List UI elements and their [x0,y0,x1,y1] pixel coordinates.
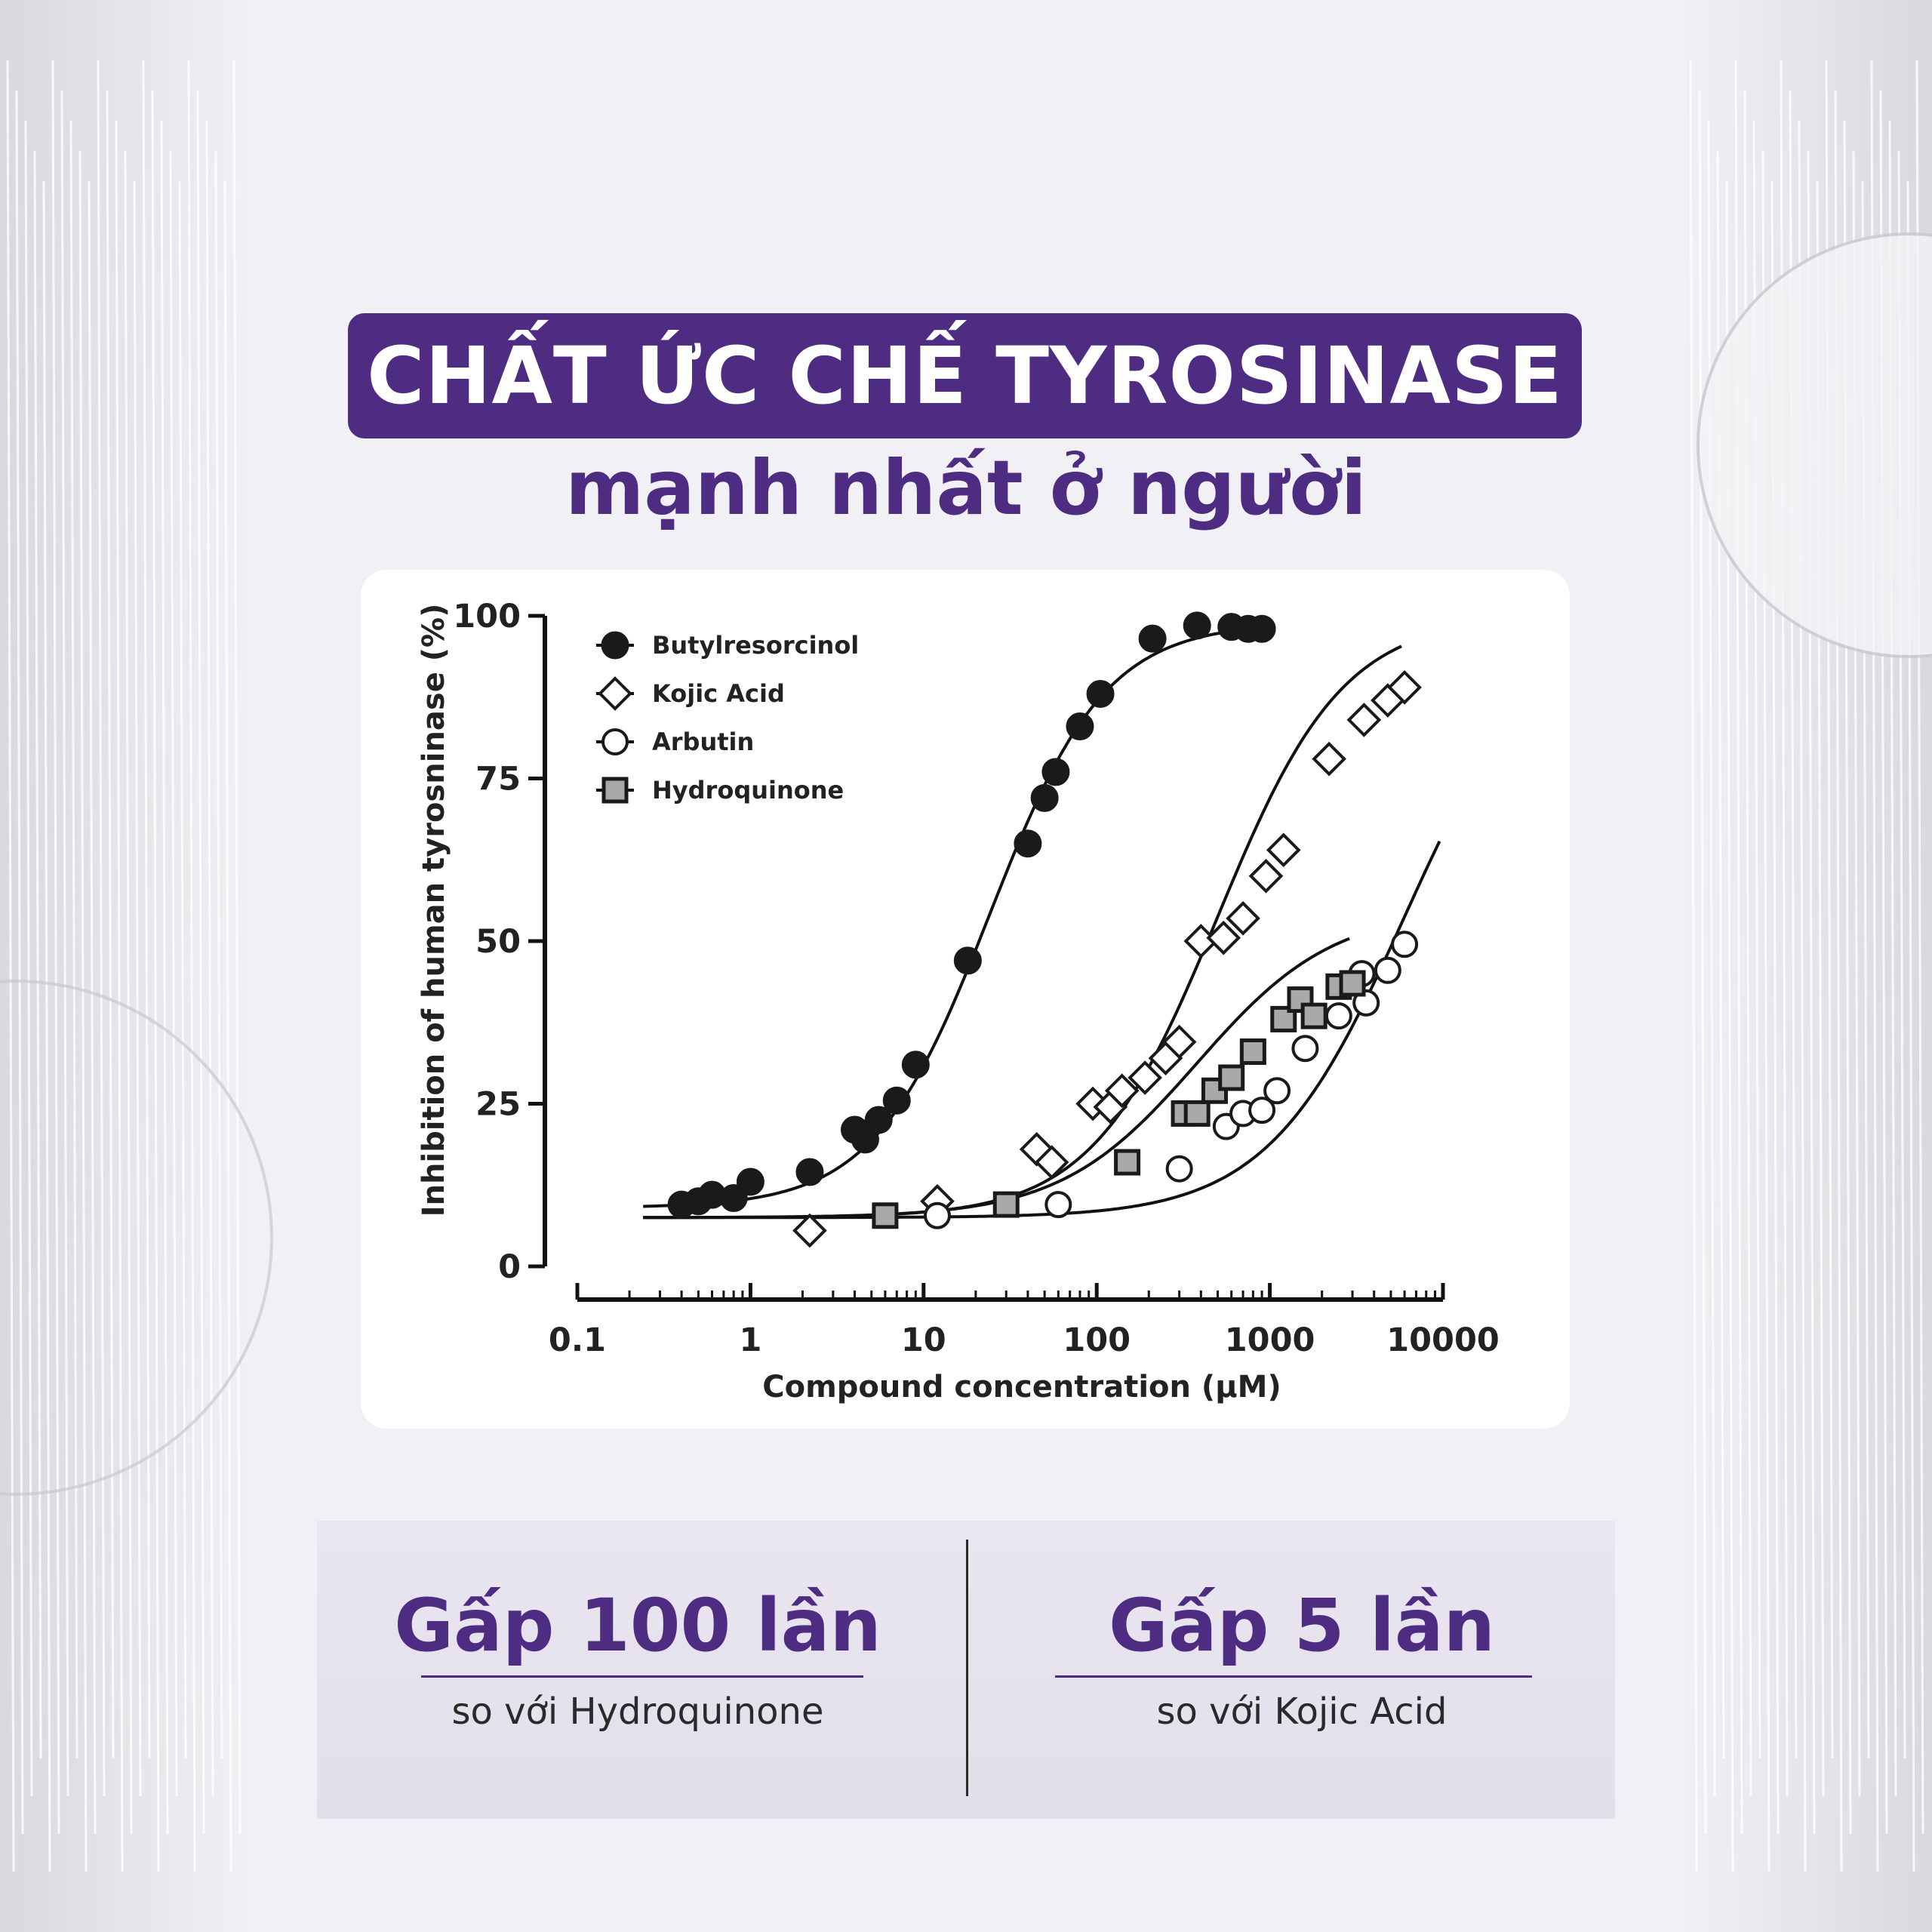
data-point-butylresorcinol [953,946,982,975]
data-point-hydroquinone [1183,1100,1211,1127]
page-title: CHẤT ỨC CHẾ TYROSINASE [367,330,1563,422]
legend-marker-butylresorcinol [601,631,629,660]
data-point-butylresorcinol [882,1086,911,1115]
data-point-kojic-acid [1266,832,1301,868]
data-point-hydroquinone [1300,1002,1327,1029]
data-point-butylresorcinol [1183,611,1211,640]
comparison-divider [966,1540,968,1796]
x-tick-label: 10000 [1386,1321,1500,1359]
data-point-kojic-acid [1128,1060,1162,1095]
data-point-butylresorcinol [1014,829,1042,858]
data-point-butylresorcinol [795,1158,824,1186]
data-point-kojic-acid [792,1213,827,1248]
data-point-kojic-acid [1226,901,1260,936]
x-axis-title: Compound concentration (µM) [762,1370,1281,1404]
legend-label-kojic-acid: Kojic Acid [652,679,785,708]
data-point-hydroquinone [1218,1064,1245,1091]
y-tick-label: 50 [475,923,521,961]
data-point-butylresorcinol [851,1125,879,1154]
data-point-kojic-acid [1104,1073,1140,1109]
data-point-arbutin [923,1201,951,1229]
stat-sub-kojic: so với Kojic Acid [1156,1690,1447,1733]
data-point-hydroquinone [1287,986,1314,1014]
data-point-arbutin [1324,1002,1352,1030]
data-point-arbutin [1044,1191,1072,1219]
data-point-butylresorcinol [901,1051,930,1079]
data-point-hydroquinone [1114,1149,1141,1176]
legend-label-hydroquinone: Hydroquinone [652,776,844,804]
x-tick-label: 10 [901,1321,946,1359]
fit-curve-butylresorcinol [643,626,1260,1208]
fit-curve-kojic-acid [643,645,1402,1220]
y-tick-label: 100 [453,598,521,635]
x-tick-label: 100 [1063,1321,1131,1359]
legend-marker-hydroquinone [601,777,629,804]
data-point-butylresorcinol [1086,679,1115,708]
data-point-arbutin [1391,931,1419,958]
data-point-kojic-acid [1034,1145,1069,1180]
x-tick-label: 1 [739,1321,761,1359]
data-point-butylresorcinol [736,1168,764,1196]
fitted-curves [643,626,1441,1220]
data-point-arbutin [1374,956,1401,984]
data-point-hydroquinone [992,1191,1020,1218]
y-tick-label: 25 [475,1086,521,1124]
data-point-arbutin [1263,1077,1291,1105]
title-banner: CHẤT ỨC CHẾ TYROSINASE [348,313,1582,438]
data-point-butylresorcinol [864,1106,893,1134]
data-point-arbutin [1291,1035,1319,1063]
data-point-hydroquinone [872,1202,899,1229]
stat-main-kojic: Gấp 5 lần [1109,1583,1495,1668]
data-point-kojic-acid [1387,669,1422,705]
x-tick-label: 1000 [1225,1321,1315,1359]
stat-underline-right [1055,1675,1532,1678]
data-point-arbutin [1165,1155,1193,1183]
data-point-butylresorcinol [1138,624,1167,653]
data-point-butylresorcinol [1247,614,1276,643]
page-subtitle: mạnh nhất ở người [565,444,1367,532]
chart-axes: 0 25 50 75 100 0.1 1 10 100 1000 10000 [453,598,1500,1359]
data-point-arbutin [1248,1097,1276,1124]
data-point-hydroquinone [1339,970,1366,997]
data-point-kojic-acid [1312,741,1346,777]
data-point-butylresorcinol [1066,712,1094,741]
data-point-hydroquinone [1239,1038,1266,1066]
x-tick-label: 0.1 [549,1321,606,1359]
y-axis-title: Inhibition of human tyrosninase (%) [417,604,451,1217]
legend-marker-kojic-acid [598,676,632,711]
legend-label-arbutin: Arbutin [652,728,754,756]
data-point-butylresorcinol [1030,783,1059,812]
y-tick-label: 75 [475,761,521,798]
stat-sub-hydroquinone: so với Hydroquinone [451,1690,824,1733]
legend-marker-arbutin [601,728,629,755]
stat-main-hydroquinone: Gấp 100 lần [394,1583,881,1668]
data-point-arbutin [1352,989,1380,1017]
y-tick-label: 0 [498,1248,521,1286]
data-point-butylresorcinol [719,1183,748,1212]
chart-legend: Butylresorcinol Kojic Acid Arbutin Hydroqui… [596,631,859,804]
data-point-kojic-acid [1346,703,1382,737]
stat-underline-left [421,1675,863,1678]
legend-label-butylresorcinol: Butylresorcinol [652,631,859,660]
data-point-butylresorcinol [1041,758,1070,786]
data-point-kojic-acid [1248,858,1284,894]
data-point-kojic-acid [1161,1024,1197,1060]
data-point-kojic-acid [1206,920,1241,955]
data-points [667,611,1422,1248]
